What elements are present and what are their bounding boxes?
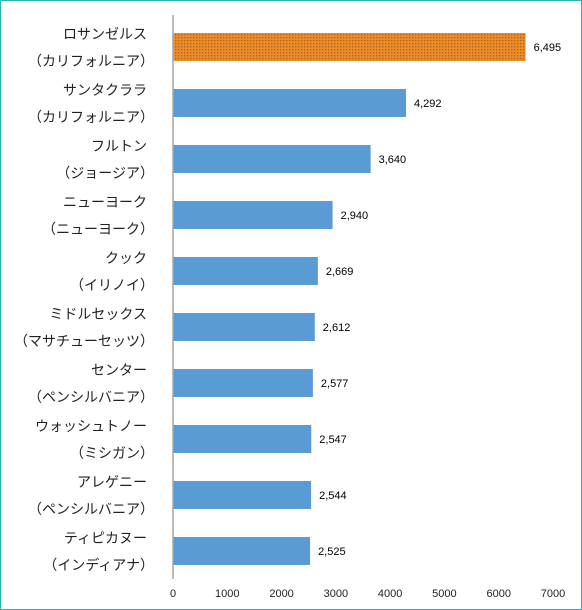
category-label: ウォッシュトノー （ミシガン） — [35, 419, 154, 462]
value-label: 3,640 — [379, 154, 407, 166]
category-label: アレゲニー （ペンシルバニア） — [28, 475, 154, 518]
category-name: ミドルセックス — [49, 307, 147, 323]
category-label: ミドルセックス （マサチューセッツ） — [14, 307, 154, 350]
value-label: 2,547 — [319, 434, 347, 446]
bar — [173, 537, 311, 565]
category-state: （インディアナ） — [43, 557, 154, 574]
bar — [173, 257, 318, 285]
category-state: （ペンシルバニア） — [28, 390, 154, 406]
bar-highlight — [173, 33, 526, 61]
x-tick-label: 2000 — [269, 588, 293, 600]
x-tick-label: 5000 — [432, 588, 456, 600]
category-state: （ニューヨーク） — [42, 222, 154, 238]
category-name: フルトン — [91, 139, 147, 155]
bar — [173, 425, 312, 453]
category-name: ロサンゼルス — [63, 27, 147, 43]
x-tick-label: 7000 — [541, 588, 565, 600]
value-label: 2,577 — [321, 378, 349, 390]
value-label: 4,292 — [414, 98, 442, 110]
category-name: ニューヨーク — [63, 195, 147, 211]
bars-layer — [173, 33, 526, 565]
bar — [173, 145, 371, 173]
category-name: ティピカヌー — [64, 531, 147, 547]
value-label: 6,495 — [534, 42, 562, 54]
value-label: 2,612 — [323, 322, 351, 334]
category-label: サンタクララ （カリフォルニア） — [28, 83, 154, 126]
labels-layer: 6,495 ロサンゼルス （カリフォルニア） 4,292 サンタクララ （カリフォルニア）… — [14, 27, 561, 574]
category-state: （カリフォルニア） — [28, 110, 154, 126]
bar — [173, 369, 313, 397]
category-label: フルトン （ジョージア） — [56, 139, 154, 182]
category-name: アレゲニー — [77, 475, 147, 491]
x-tick-label: 1000 — [215, 588, 239, 600]
category-state: （ミシガン） — [70, 446, 154, 462]
category-state: （ペンシルバニア） — [28, 502, 154, 518]
category-state: （カリフォルニア） — [28, 54, 154, 70]
x-tick-label: 4000 — [378, 588, 402, 600]
category-state: （イリノイ） — [70, 278, 154, 294]
category-label: ロサンゼルス （カリフォルニア） — [28, 27, 154, 70]
category-label: センター （ペンシルバニア） — [28, 363, 154, 406]
value-label: 2,544 — [319, 490, 347, 502]
category-label: ニューヨーク （ニューヨーク） — [42, 195, 154, 238]
category-label: ティピカヌー （インディアナ） — [43, 531, 154, 574]
axis-layer: 0 1000 2000 3000 4000 5000 6000 7000 — [170, 15, 565, 600]
bar — [173, 313, 315, 341]
bar — [173, 481, 312, 509]
value-label: 2,669 — [326, 266, 354, 278]
category-label: クック （イリノイ） — [70, 251, 154, 294]
category-name: サンタクララ — [63, 83, 147, 99]
category-state: （マサチューセッツ） — [14, 334, 154, 350]
category-state: （ジョージア） — [56, 166, 154, 182]
x-tick-label: 0 — [170, 588, 176, 600]
bar — [173, 201, 333, 229]
bar — [173, 89, 406, 117]
category-name: センター — [91, 363, 147, 379]
x-tick-label: 3000 — [324, 588, 348, 600]
category-name: ウォッシュトノー — [35, 419, 147, 435]
category-name: クック — [105, 251, 147, 267]
value-label: 2,940 — [341, 210, 369, 222]
value-label: 2,525 — [318, 546, 346, 558]
x-tick-label: 6000 — [486, 588, 510, 600]
